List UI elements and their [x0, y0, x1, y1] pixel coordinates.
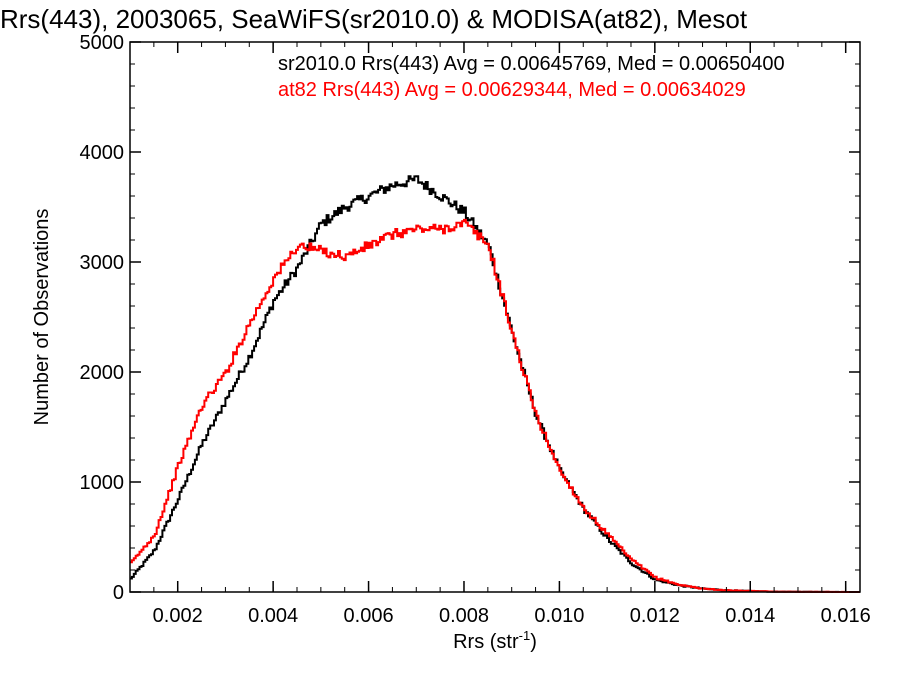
- x-tick-label: 0.002: [153, 605, 203, 627]
- chart-title: Rrs(443), 2003065, SeaWiFS(sr2010.0) & M…: [0, 4, 748, 34]
- annotation-sr2010: sr2010.0 Rrs(443) Avg = 0.00645769, Med …: [278, 53, 785, 75]
- y-tick-label: 3000: [80, 252, 125, 274]
- x-tick-label: 0.010: [534, 605, 584, 627]
- y-tick-label: 4000: [80, 142, 125, 164]
- x-axis-label-text: Rrs (str: [453, 631, 519, 653]
- y-axis: 0 1000 2000 3000 4000 5000: [80, 32, 860, 604]
- x-tick-label: 0.012: [630, 605, 680, 627]
- x-axis-label: Rrs (str-1): [453, 628, 537, 653]
- x-axis-label-superscript: -1: [519, 628, 531, 643]
- x-axis-label-close: ): [530, 631, 537, 653]
- y-axis-label: Number of Observations: [31, 209, 53, 426]
- histogram-series-2: [130, 218, 860, 593]
- series-layer: [130, 175, 860, 593]
- y-tick-label: 1000: [80, 472, 125, 494]
- x-tick-label: 0.004: [248, 605, 298, 627]
- x-axis: 0.002 0.004 0.006 0.008 0.010 0.012 0.014 0.016: [129, 42, 871, 627]
- plot-frame: [129, 41, 861, 593]
- x-tick-label: 0.006: [344, 605, 394, 627]
- plot-area: 0.002 0.004 0.006 0.008 0.010 0.012 0.014 0.016…: [80, 32, 871, 627]
- x-tick-label: 0.014: [725, 605, 775, 627]
- x-tick-label: 0.016: [821, 605, 871, 627]
- annotation-at82: at82 Rrs(443) Avg = 0.00629344, Med = 0.…: [278, 79, 746, 101]
- annotation-block: sr2010.0 Rrs(443) Avg = 0.00645769, Med …: [278, 53, 785, 101]
- y-tick-label: 2000: [80, 362, 125, 384]
- y-tick-label: 5000: [80, 32, 125, 54]
- x-tick-label: 0.008: [439, 605, 489, 627]
- y-tick-label: 0: [113, 582, 124, 604]
